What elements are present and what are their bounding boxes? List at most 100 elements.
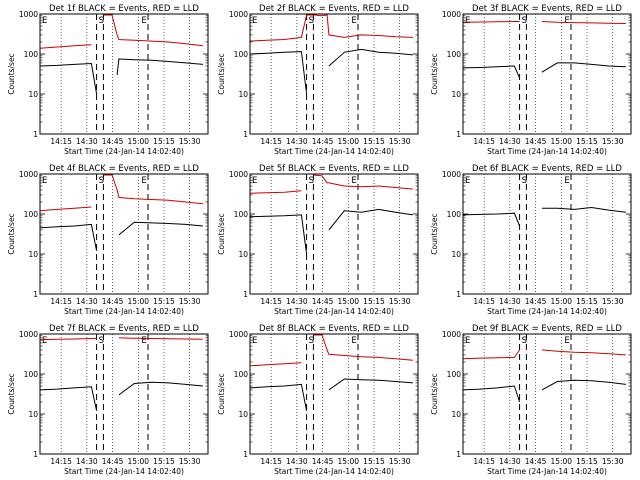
panel-det-8: Det 8f BLACK = Events, RED = LLD 1 10 100 10… [217, 324, 419, 476]
x-tick-label: 15:15 [153, 137, 175, 146]
marker-label: E [42, 336, 47, 346]
x-axis-label: Start Time (24-Jan-14 14:02:40) [274, 307, 394, 316]
y-axis-label: Counts/sec [217, 373, 226, 414]
y-tick-label: 1 [456, 290, 461, 299]
y-tick-label: 10 [28, 90, 38, 99]
marker-label: E [564, 176, 569, 186]
series-lld-line [39, 14, 203, 49]
marker-label: E [252, 176, 257, 186]
marker-label: S [522, 16, 527, 26]
series-lld-line [39, 174, 203, 212]
panel-det-3: Det 3f BLACK = Events, RED = LLD 1 10 100 10… [430, 4, 632, 156]
marker-label: S [99, 16, 104, 26]
marker-label: E [351, 16, 356, 26]
marker-label: E [465, 176, 470, 186]
x-tick-label: 14:15 [50, 137, 72, 146]
y-tick-label: 10 [451, 250, 461, 259]
x-tick-label: 15:30 [602, 297, 624, 306]
panel-title: Det 3f BLACK = Events, RED = LLD [472, 4, 622, 14]
panel-title: Det 6f BLACK = Events, RED = LLD [472, 164, 622, 174]
x-axis-label: Start Time (24-Jan-14 14:02:40) [64, 467, 184, 476]
x-tick-label: 14:45 [525, 137, 547, 146]
y-tick-label: 1 [456, 130, 461, 139]
x-tick-label: 15:30 [179, 137, 201, 146]
plot-frame [462, 333, 632, 455]
x-tick-label: 15:15 [576, 137, 598, 146]
x-tick-label: 15:30 [389, 457, 411, 466]
x-tick-label: 15:30 [602, 137, 624, 146]
x-tick-label: 15:00 [127, 457, 149, 466]
x-tick-label: 15:15 [153, 297, 175, 306]
series-lld-line [249, 14, 413, 42]
series-events-line [39, 58, 203, 95]
y-tick-label: 1000 [442, 330, 461, 339]
marker-label: E [564, 16, 569, 26]
panel-title: Det 9f BLACK = Events, RED = LLD [472, 324, 622, 334]
plot-frame [39, 333, 209, 455]
y-tick-label: 100 [234, 210, 249, 219]
y-tick-label: 100 [447, 50, 462, 59]
x-tick-label: 15:30 [389, 297, 411, 306]
x-tick-label: 14:45 [102, 297, 124, 306]
x-tick-label: 15:30 [179, 457, 201, 466]
marker-label: E [141, 336, 146, 346]
series-events-line [462, 379, 626, 403]
x-tick-label: 15:15 [363, 137, 385, 146]
y-tick-label: 1000 [19, 170, 38, 179]
x-tick-label: 14:15 [473, 137, 495, 146]
y-tick-label: 10 [238, 250, 248, 259]
series-events-line [249, 48, 413, 95]
y-axis-label: Counts/sec [217, 213, 226, 254]
y-tick-label: 100 [234, 370, 249, 379]
x-tick-label: 14:30 [76, 137, 98, 146]
x-tick-label: 15:00 [550, 297, 572, 306]
series-events-line [249, 208, 413, 255]
y-axis-label: Counts/sec [7, 373, 16, 414]
y-tick-label: 1000 [19, 330, 38, 339]
x-tick-label: 15:00 [337, 297, 359, 306]
marker-label: S [309, 176, 314, 186]
series-lld-line [249, 334, 413, 367]
y-tick-label: 1 [33, 130, 38, 139]
plot-frame [39, 13, 209, 135]
x-axis-label: Start Time (24-Jan-14 14:02:40) [487, 307, 607, 316]
y-tick-label: 1 [243, 290, 248, 299]
marker-label: S [522, 336, 527, 346]
plot-frame [462, 13, 632, 135]
y-tick-label: 10 [451, 90, 461, 99]
x-axis-label: Start Time (24-Jan-14 14:02:40) [487, 147, 607, 156]
y-axis-label: Counts/sec [217, 53, 226, 94]
series-lld-line [39, 337, 203, 341]
y-tick-label: 1 [243, 450, 248, 459]
x-tick-label: 14:30 [499, 137, 521, 146]
x-tick-label: 14:15 [473, 457, 495, 466]
marker-label: S [522, 176, 527, 186]
panel-title: Det 8f BLACK = Events, RED = LLD [259, 324, 409, 334]
y-tick-label: 1000 [229, 170, 248, 179]
x-tick-label: 14:30 [286, 137, 308, 146]
x-tick-label: 14:45 [525, 457, 547, 466]
y-axis-label: Counts/sec [430, 373, 439, 414]
marker-label: E [351, 176, 356, 186]
marker-label: E [252, 336, 257, 346]
x-tick-label: 14:15 [260, 297, 282, 306]
y-tick-label: 1000 [229, 10, 248, 19]
panel-title: Det 1f BLACK = Events, RED = LLD [49, 4, 199, 14]
panel-det-7: Det 7f BLACK = Events, RED = LLD 1 10 100 10… [7, 324, 209, 476]
marker-label: E [564, 336, 569, 346]
x-tick-label: 14:45 [312, 137, 334, 146]
x-tick-label: 14:45 [102, 457, 124, 466]
x-axis-label: Start Time (24-Jan-14 14:02:40) [274, 467, 394, 476]
panel-det-9: Det 9f BLACK = Events, RED = LLD 1 10 100 10… [430, 324, 632, 476]
marker-label: E [465, 16, 470, 26]
y-tick-label: 10 [451, 410, 461, 419]
y-axis-label: Counts/sec [7, 53, 16, 94]
series-events-line [462, 62, 626, 79]
x-tick-label: 15:00 [337, 137, 359, 146]
x-tick-label: 14:45 [525, 297, 547, 306]
plot-frame [249, 13, 419, 135]
y-tick-label: 1 [456, 450, 461, 459]
y-tick-label: 10 [28, 250, 38, 259]
marker-label: E [252, 16, 257, 26]
